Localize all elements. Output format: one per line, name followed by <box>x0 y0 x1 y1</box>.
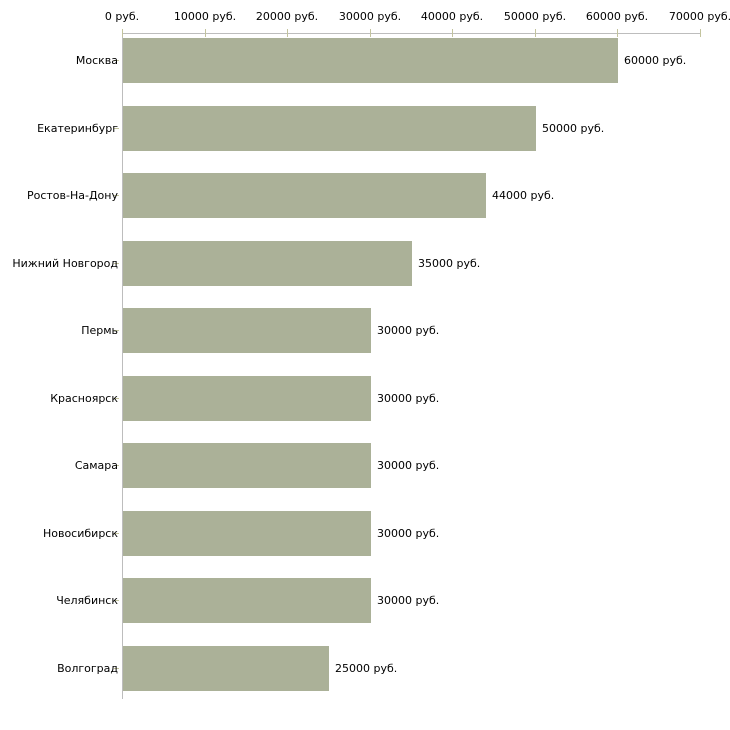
x-axis-tick-label: 60000 руб. <box>585 10 649 23</box>
bar-5 <box>123 308 371 353</box>
x-axis-tick <box>617 29 618 37</box>
x-axis-tick-label: 50000 руб. <box>503 10 567 23</box>
x-axis-tick <box>205 29 206 37</box>
y-axis-tick <box>114 60 119 61</box>
x-axis-line <box>122 33 701 34</box>
bar-10 <box>123 646 329 691</box>
y-axis-tick <box>114 195 119 196</box>
value-label: 60000 руб. <box>624 54 687 67</box>
category-label: Волгоград <box>57 662 118 675</box>
bar-4 <box>123 241 412 286</box>
y-axis-line <box>122 33 123 699</box>
x-axis-tick-label: 10000 руб. <box>173 10 237 23</box>
category-label: Нижний Новгород <box>12 257 118 270</box>
x-axis-tick <box>122 29 123 37</box>
y-axis-tick <box>114 600 119 601</box>
bar-6 <box>123 376 371 421</box>
value-label: 30000 руб. <box>377 459 440 472</box>
y-axis-tick <box>114 668 119 669</box>
x-axis-tick <box>535 29 536 37</box>
category-label: Красноярск <box>50 392 118 405</box>
value-label: 30000 руб. <box>377 594 440 607</box>
value-label: 30000 руб. <box>377 392 440 405</box>
bar-9 <box>123 578 371 623</box>
x-axis-tick-label: 40000 руб. <box>420 10 484 23</box>
category-label: Екатеринбург <box>37 122 118 135</box>
x-axis-tick <box>370 29 371 37</box>
x-axis-tick-label: 30000 руб. <box>338 10 402 23</box>
bar-8 <box>123 511 371 556</box>
x-axis-tick <box>700 29 701 37</box>
y-axis-tick <box>114 263 119 264</box>
x-axis-tick <box>452 29 453 37</box>
bar-1 <box>123 38 618 83</box>
x-axis-tick-label: 0 руб. <box>104 10 140 23</box>
category-label: Пермь <box>81 324 118 337</box>
value-label: 30000 руб. <box>377 527 440 540</box>
bar-2 <box>123 106 536 151</box>
y-axis-tick <box>114 533 119 534</box>
category-label: Новосибирск <box>42 527 118 540</box>
value-label: 50000 руб. <box>542 122 605 135</box>
value-label: 44000 руб. <box>492 189 555 202</box>
x-axis-tick <box>287 29 288 37</box>
y-axis-tick <box>114 330 119 331</box>
category-label: Москва <box>75 54 118 67</box>
category-label: Ростов-На-Дону <box>26 189 118 202</box>
category-label: Самара <box>74 459 118 472</box>
y-axis-tick <box>114 128 119 129</box>
value-label: 30000 руб. <box>377 324 440 337</box>
bar-7 <box>123 443 371 488</box>
category-label: Челябинск <box>56 594 118 607</box>
x-axis-tick-label: 70000 руб. <box>668 10 730 23</box>
x-axis-tick-label: 20000 руб. <box>255 10 319 23</box>
value-label: 25000 руб. <box>335 662 398 675</box>
bar-3 <box>123 173 486 218</box>
value-label: 35000 руб. <box>418 257 481 270</box>
y-axis-tick <box>114 398 119 399</box>
y-axis-tick <box>114 465 119 466</box>
